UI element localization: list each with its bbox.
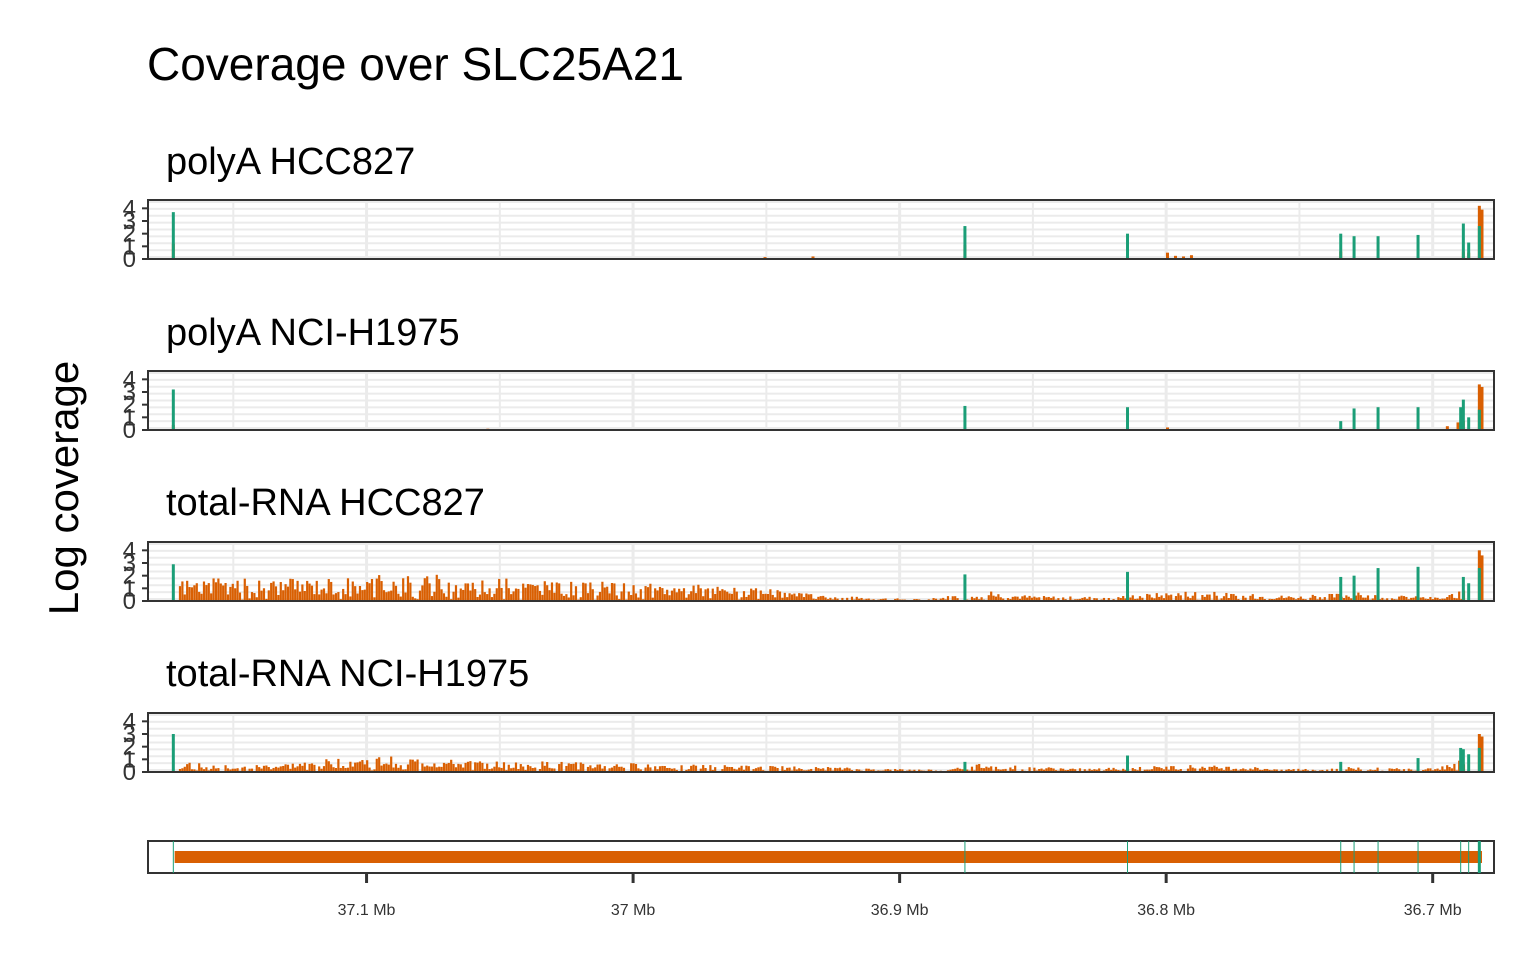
- y-tick-label: 2: [123, 392, 136, 419]
- x-tick-label: 37.1 Mb: [338, 902, 396, 919]
- y-tick-label: 2: [123, 563, 136, 590]
- y-tick-label: 4: [123, 708, 136, 735]
- y-tick-label: 0: [123, 588, 136, 615]
- y-tick-label: 3: [123, 550, 136, 577]
- y-tick-label: 4: [123, 366, 136, 393]
- y-tick-label: 1: [123, 746, 136, 773]
- panel-title: total-RNA NCI-H1975: [166, 653, 529, 695]
- y-axis-label: Log coverage: [40, 361, 87, 616]
- x-tick-label: 36.9 Mb: [871, 902, 929, 919]
- panel-title: polyA NCI-H1975: [166, 312, 460, 354]
- y-tick-label: 3: [123, 721, 136, 748]
- y-tick-label: 3: [123, 208, 136, 235]
- y-tick-label: 4: [123, 195, 136, 222]
- y-tick-label: 2: [123, 221, 136, 248]
- gene-body: [174, 851, 1483, 863]
- x-axis: 37.1 Mb 37 Mb 36.9 Mb 36.8 Mb 36.7 Mb: [338, 873, 1462, 919]
- y-tick-label: 2: [123, 734, 136, 761]
- y-tick-label: 1: [123, 404, 136, 431]
- gene-track: [147, 840, 1495, 874]
- panel-frame: [147, 199, 1495, 260]
- panel-frame: [147, 370, 1495, 431]
- y-tick-label: 1: [123, 575, 136, 602]
- y-tick-label: 4: [123, 537, 136, 564]
- y-tick-label: 1: [123, 233, 136, 260]
- y-tick-label: 0: [123, 759, 136, 786]
- y-tick-label: 0: [123, 246, 136, 273]
- x-tick-label: 36.8 Mb: [1137, 902, 1195, 919]
- x-tick-label: 36.7 Mb: [1404, 902, 1462, 919]
- x-tick-label: 37 Mb: [611, 902, 656, 919]
- panel-title: total-RNA HCC827: [166, 482, 485, 524]
- chart-title: Coverage over SLC25A21: [147, 38, 684, 90]
- panel-title: polyA HCC827: [166, 141, 415, 183]
- y-tick-label: 3: [123, 379, 136, 406]
- panel-frame: [147, 541, 1495, 602]
- y-tick-label: 0: [123, 417, 136, 444]
- panel-frame: [147, 712, 1495, 773]
